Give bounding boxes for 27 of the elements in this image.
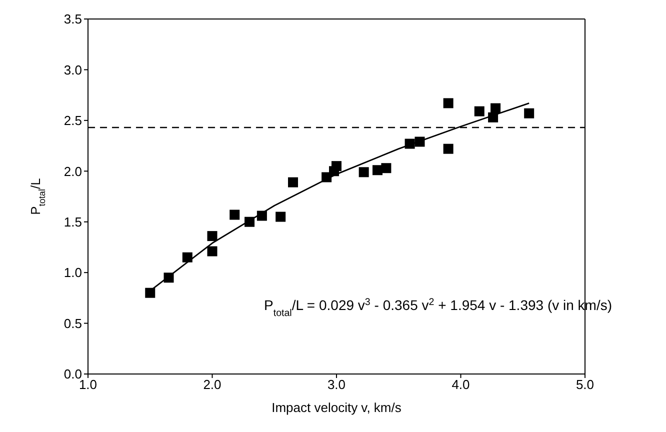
y-tick-label: 3.5 (64, 12, 82, 27)
x-tick-label: 2.0 (203, 377, 222, 392)
point (276, 212, 286, 222)
point (332, 161, 342, 172)
point (524, 108, 534, 118)
y-tick-label: 3.0 (64, 62, 82, 78)
point (145, 288, 156, 298)
point (207, 231, 218, 242)
x-axis-title: Impact velocity v, km/s (272, 400, 402, 415)
x-tick-label: 3.0 (327, 377, 346, 392)
point (230, 210, 240, 220)
point (443, 98, 454, 108)
y-tick-label: 1.0 (64, 265, 82, 280)
point (288, 177, 298, 188)
x-tick-label: 5.0 (576, 377, 594, 392)
y-tick-label: 2.0 (64, 164, 82, 179)
y-tick-label: 0.5 (64, 316, 82, 331)
x-tick-label: 4.0 (452, 377, 470, 392)
point (182, 252, 192, 262)
point (358, 167, 369, 178)
point (381, 163, 392, 174)
point (490, 103, 501, 114)
y-tick-label: 1.5 (64, 214, 82, 230)
point (207, 246, 218, 256)
point (443, 144, 454, 154)
point (474, 106, 484, 116)
y-tick-label: 2.5 (64, 113, 82, 128)
